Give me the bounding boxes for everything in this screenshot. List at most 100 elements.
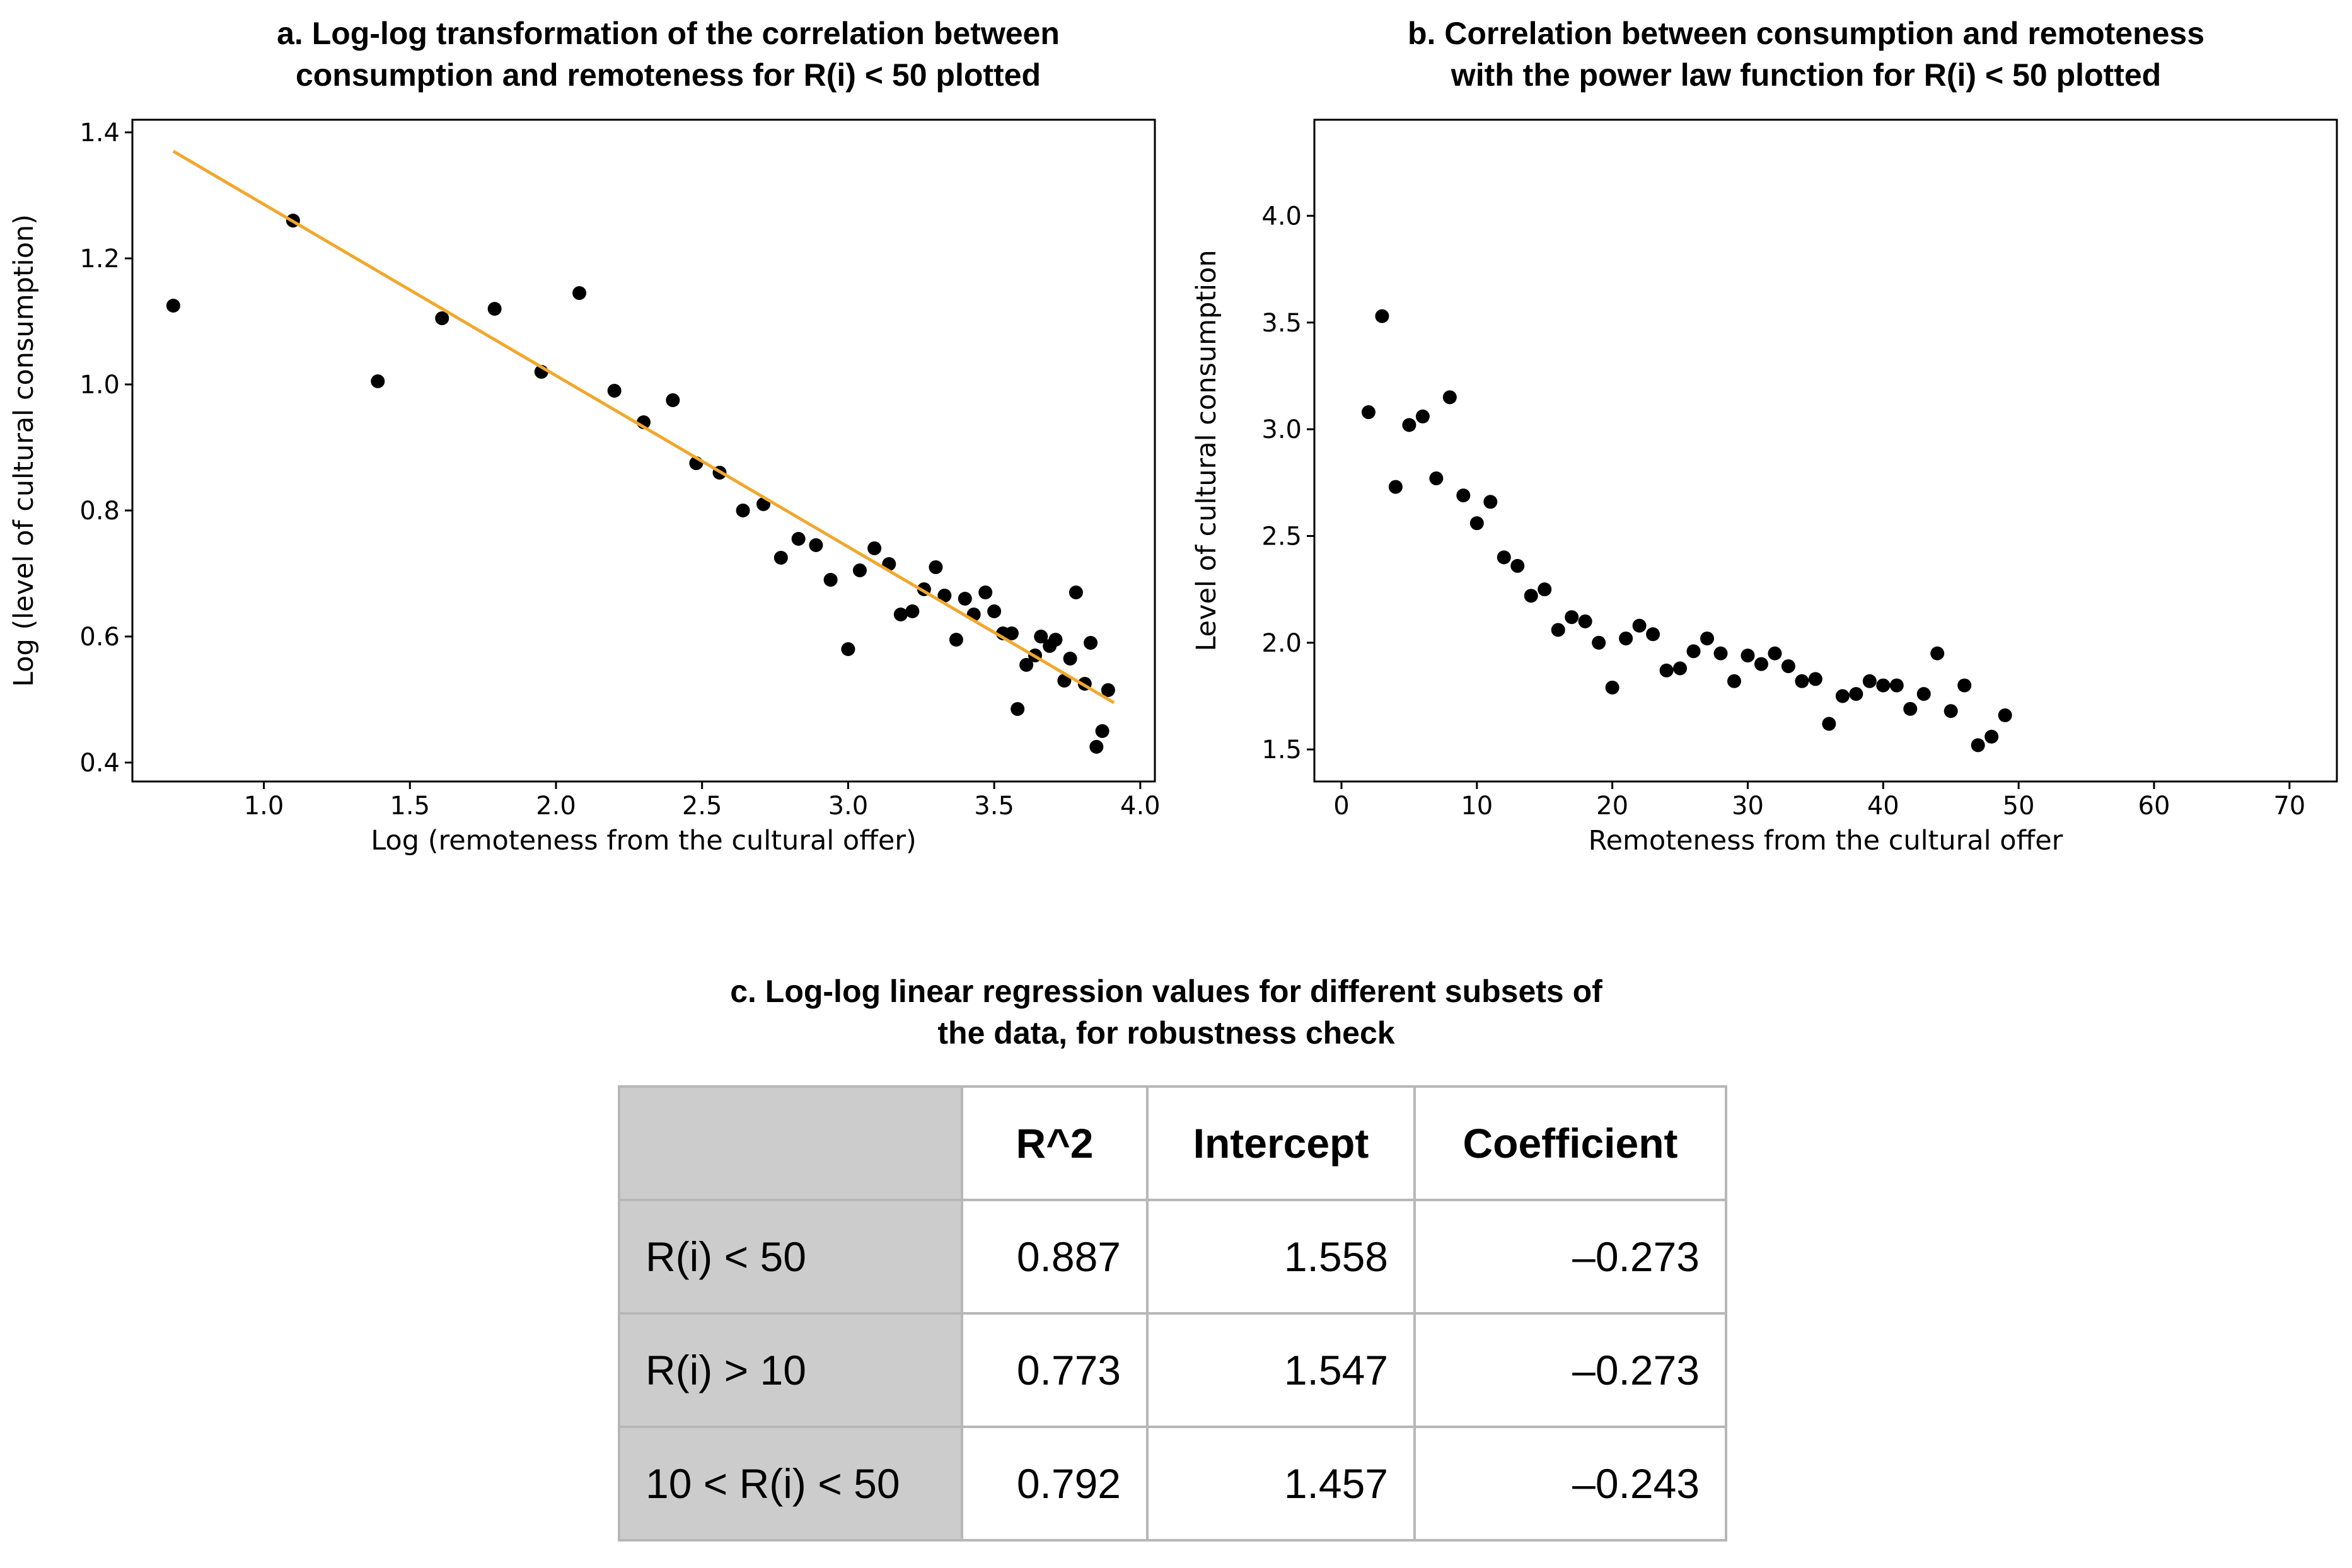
x-tick-label: 2.0	[536, 792, 576, 821]
data-point	[1930, 646, 1945, 660]
data-point	[1998, 708, 2012, 722]
x-tick-label: 30	[1732, 792, 1764, 821]
data-point	[1862, 674, 1877, 688]
data-point	[1375, 309, 1389, 323]
data-point	[1727, 674, 1741, 688]
data-point	[666, 393, 680, 407]
data-point	[809, 538, 823, 552]
data-point	[166, 299, 180, 313]
y-tick-label: 3.0	[1261, 415, 1302, 444]
table-header-row: R^2 Intercept Coefficient	[618, 1085, 1727, 1201]
x-tick-label: 50	[2003, 792, 2035, 821]
table-row: 10 < R(i) < 50 0.792 1.457 –0.243	[618, 1426, 1727, 1542]
data-point	[937, 589, 952, 602]
data-point	[852, 563, 867, 577]
x-tick-label: 1.0	[244, 792, 284, 821]
data-point	[1538, 582, 1552, 597]
data-point	[1011, 702, 1025, 716]
data-point	[867, 541, 882, 555]
x-tick-label: 10	[1461, 792, 1493, 821]
regression-table: R^2 Intercept Coefficient R(i) < 50 0.88…	[618, 1085, 1727, 1542]
data-point	[791, 532, 806, 546]
data-point	[773, 551, 788, 565]
data-point	[1944, 704, 1958, 718]
x-tick-label: 60	[2138, 792, 2170, 821]
data-point	[1903, 701, 1918, 716]
x-tick-label: 1.5	[390, 792, 430, 821]
data-point	[1646, 627, 1660, 642]
cell-r2: 0.792	[961, 1426, 1149, 1542]
y-axis-label: Level of cultural consumption	[1191, 250, 1222, 651]
chart-b-title-line-1: b. Correlation between consumption and r…	[1407, 16, 2205, 51]
table-c-title: c. Log-log linear regression values for …	[593, 971, 1740, 1054]
x-tick-label: 4.0	[1120, 792, 1161, 821]
data-point	[1565, 610, 1579, 625]
data-point	[1361, 405, 1376, 420]
chart-a-loglog-scatter: 1.0 1.5 2.0 2.5 3.0 3.5 4.0 0.4 0.6 0.8 1.0 1.2 1.4 L…	[8, 118, 1161, 856]
data-point	[1089, 740, 1104, 754]
cell-intercept: 1.457	[1146, 1426, 1416, 1542]
data-point	[1483, 495, 1498, 509]
data-point	[1069, 585, 1083, 599]
data-point	[572, 286, 587, 300]
data-point	[1876, 678, 1891, 693]
table-row: R(i) < 50 0.887 1.558 –0.273	[618, 1199, 1727, 1315]
table-c-title-line-1: c. Log-log linear regression values for …	[730, 974, 1602, 1009]
data-point	[487, 302, 502, 316]
data-point	[1835, 689, 1850, 703]
x-tick-label: 3.5	[974, 792, 1014, 821]
data-point	[1957, 678, 1972, 693]
data-point	[1402, 418, 1416, 432]
y-tick-label: 2.0	[1261, 629, 1302, 658]
x-tick-label: 40	[1867, 792, 1899, 821]
data-point	[978, 585, 993, 599]
plot-frame	[131, 118, 1156, 783]
cell-r2: 0.887	[961, 1199, 1149, 1315]
y-tick-label: 2.5	[1261, 522, 1302, 551]
y-axis-label: Log (level of cultural consumption)	[8, 214, 40, 687]
y-tick-label: 1.4	[79, 118, 120, 147]
data-point	[1632, 618, 1647, 633]
data-point	[987, 604, 1002, 618]
x-axis-label: Remoteness from the cultural offer	[1589, 825, 2063, 856]
data-point	[929, 560, 943, 574]
data-point	[1971, 738, 1985, 752]
data-point	[736, 504, 750, 517]
data-point	[1415, 409, 1430, 424]
data-point	[958, 592, 972, 606]
data-point	[1019, 658, 1034, 672]
data-point	[1084, 636, 1098, 650]
data-point	[1849, 687, 1863, 701]
data-point	[1659, 663, 1674, 677]
y-tick-label: 0.4	[79, 749, 120, 778]
table-corner-cell	[618, 1085, 963, 1201]
data-point	[1768, 646, 1782, 660]
x-tick-label: 20	[1596, 792, 1628, 821]
data-point	[1781, 659, 1795, 674]
x-tick-label: 2.5	[682, 792, 722, 821]
data-point	[1822, 717, 1836, 731]
data-point	[1619, 631, 1633, 646]
data-point	[1754, 657, 1768, 671]
y-tick-label: 1.2	[79, 245, 120, 274]
data-point	[841, 642, 855, 656]
x-axis-label: Log (remoteness from the cultural offer)	[371, 825, 917, 856]
data-point	[1673, 661, 1688, 676]
data-point	[1592, 635, 1606, 650]
chart-b-powerlaw-scatter: 0 10 20 30 40 50 60 70 1.5 2.0 2.5 3.0 3.5 4.0 Remoten…	[1191, 118, 2338, 856]
cell-coefficient: –0.243	[1413, 1426, 1727, 1542]
row-label: R(i) < 50	[618, 1199, 963, 1315]
data-point	[905, 604, 920, 618]
data-point	[893, 608, 908, 621]
chart-a-title-line-2: consumption and remoteness for R(i) < 50…	[295, 57, 1041, 93]
data-point	[1429, 471, 1444, 486]
header-coefficient: Coefficient	[1413, 1085, 1727, 1201]
x-tick-label: 70	[2273, 792, 2305, 821]
data-point	[1442, 390, 1457, 405]
y-tick-label: 0.6	[79, 623, 120, 652]
data-point	[371, 374, 385, 388]
data-point	[1808, 672, 1822, 686]
data-point	[435, 311, 449, 325]
data-point	[823, 573, 838, 587]
data-point	[1101, 683, 1115, 697]
